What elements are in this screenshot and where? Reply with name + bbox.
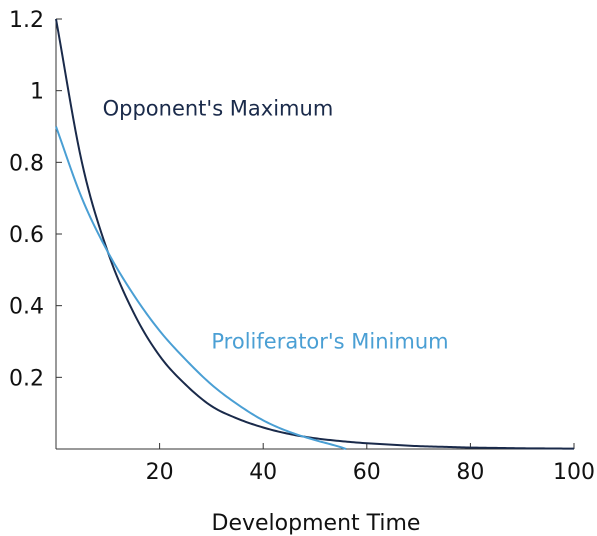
series-line-1	[55, 126, 347, 450]
series-layer	[55, 18, 575, 450]
y-tick-label: 1	[30, 80, 44, 105]
x-tick-label: 20	[146, 460, 174, 485]
x-tick-label: 80	[456, 460, 484, 485]
series-line-0	[55, 18, 575, 450]
y-tick-label: 0.4	[9, 295, 44, 320]
x-tick-label: 100	[553, 460, 595, 485]
x-axis-title: Development Time	[212, 511, 421, 536]
series-annotation-0: Opponent's Maximum	[103, 97, 334, 121]
y-tick-label: 0.6	[9, 223, 44, 248]
axes	[55, 19, 574, 450]
ticks: 20 40 60 80 100 0.2 0.4 0.6 0.8 1 1.2	[9, 8, 595, 485]
x-tick-label: 60	[353, 460, 381, 485]
y-tick-label: 0.8	[9, 151, 44, 176]
y-tick-label: 1.2	[9, 8, 44, 33]
y-tick-label: 0.2	[9, 366, 44, 391]
annotation-layer: Opponent's Maximum Proliferator's Minimum	[103, 97, 449, 354]
x-tick-label: 40	[249, 460, 277, 485]
series-annotation-1: Proliferator's Minimum	[211, 330, 448, 354]
